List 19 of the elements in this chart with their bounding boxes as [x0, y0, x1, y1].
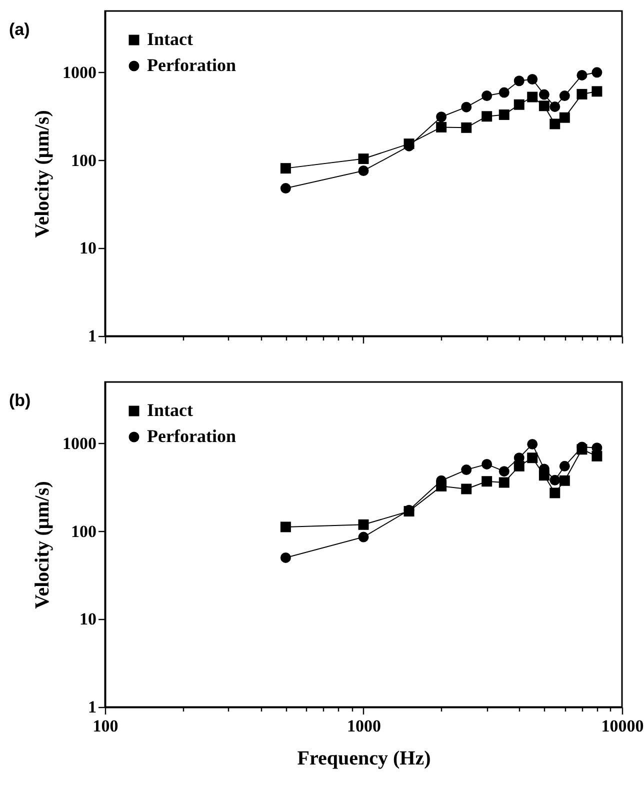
- y-tick-label: 10: [80, 238, 96, 258]
- y-axis-title: Velocity (μm/s): [32, 481, 54, 609]
- x-axis-title: Frequency (Hz): [297, 748, 431, 770]
- x-tick-label: 10000: [601, 716, 644, 736]
- legend-label: Intact: [147, 29, 193, 49]
- y-tick-label: 10: [80, 610, 96, 629]
- legend-label: Perforation: [147, 55, 236, 75]
- y-tick-label: 100: [71, 150, 96, 170]
- y-tick-label: 1000: [62, 62, 96, 82]
- text: (a): [9, 20, 30, 39]
- legend-label: Perforation: [147, 426, 236, 446]
- y-tick-label: 1000: [62, 434, 96, 453]
- y-tick-label: 1: [88, 698, 96, 716]
- y-axis-title: Velocity (μm/s): [32, 110, 54, 238]
- y-tick-label: 1: [88, 326, 96, 346]
- y-tick-label: 100: [71, 522, 96, 541]
- text: (b): [9, 391, 31, 410]
- x-tick-label: 1000: [347, 716, 381, 736]
- legend-label: Intact: [147, 400, 193, 420]
